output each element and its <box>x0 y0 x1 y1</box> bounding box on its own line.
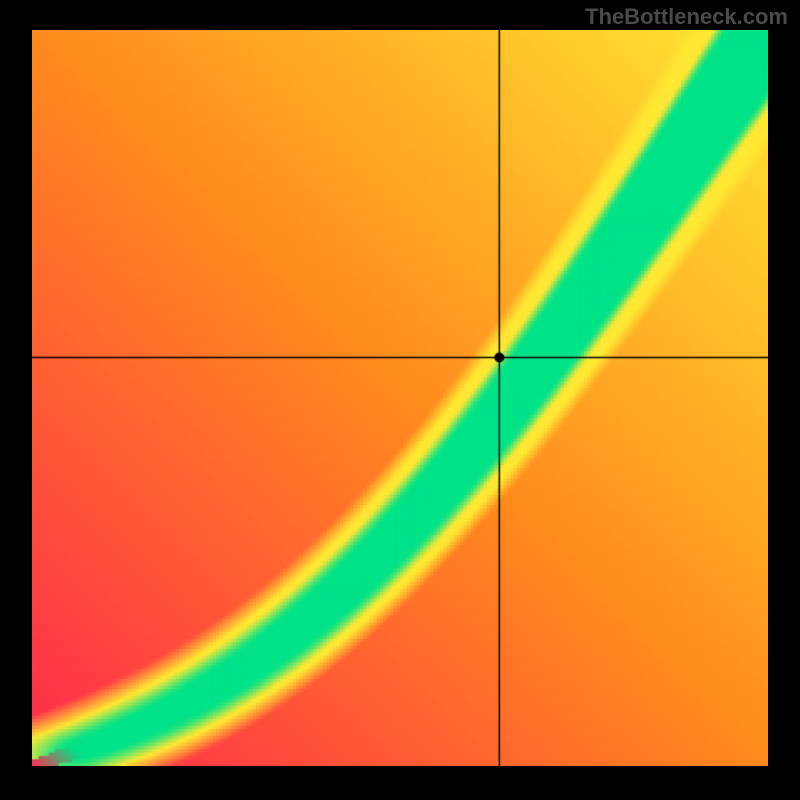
plot-area <box>32 30 768 766</box>
chart-container: TheBottleneck.com <box>0 0 800 800</box>
heatmap-canvas <box>32 30 768 766</box>
watermark-text: TheBottleneck.com <box>585 4 788 30</box>
